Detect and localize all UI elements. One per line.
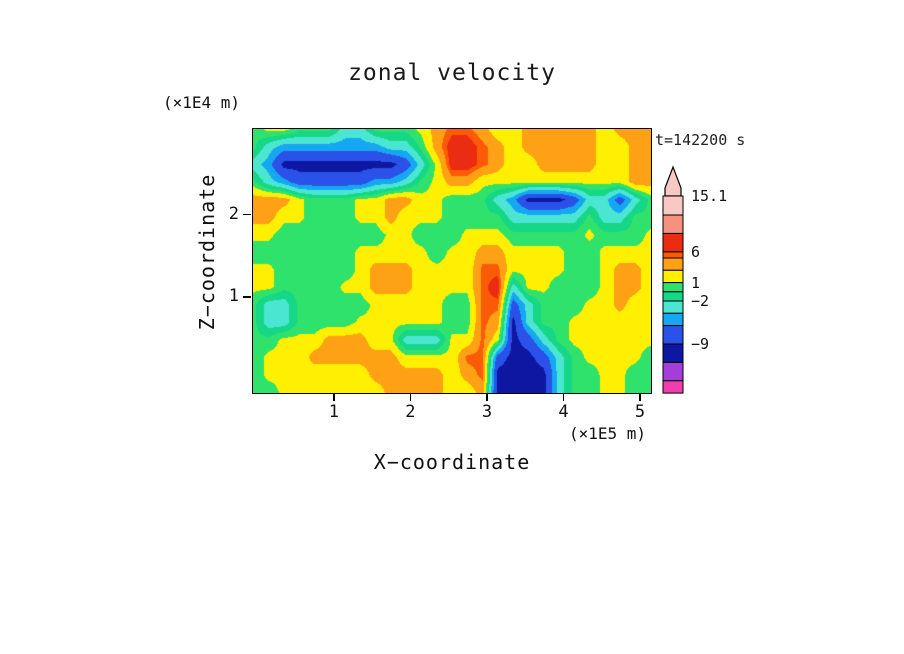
colorbar-tick-label: 6: [691, 242, 701, 261]
colorbar-band: [662, 282, 684, 293]
x-tick-mark: [333, 393, 335, 401]
x-axis-label: X−coordinate: [373, 450, 531, 474]
z-tick-label: 2: [228, 203, 239, 224]
x-tick-mark: [639, 393, 641, 401]
colorbar-band: [662, 291, 684, 302]
x-tick-mark: [486, 393, 488, 401]
colorbar-tick-label: 1: [691, 273, 701, 292]
colorbar-arrow: [664, 165, 682, 197]
x-tick-label: 5: [634, 402, 646, 422]
colorbar-band: [662, 325, 684, 345]
colorbar-band: [662, 214, 684, 234]
colorbar-band: [662, 312, 684, 327]
heatmap-canvas: [253, 129, 651, 393]
plot-area: [252, 128, 652, 394]
z-tick-mark: [243, 296, 251, 298]
x-tick-label: 4: [558, 402, 569, 422]
colorbar-band: [662, 251, 684, 259]
colorbar-band: [662, 343, 684, 363]
colorbar-band: [662, 195, 684, 216]
colorbar-band: [662, 233, 684, 253]
x-tick-label: 2: [405, 402, 416, 422]
colorbar: [662, 165, 684, 394]
colorbar-band: [662, 269, 684, 284]
x-tick-mark: [409, 393, 412, 401]
time-annotation: t=142200 s: [655, 131, 746, 149]
colorbar-tick-label: −9: [691, 334, 710, 353]
x-tick-label: 1: [328, 402, 340, 422]
y-axis-label: Z−coordinate: [195, 173, 219, 331]
x-axis-unit: (×1E5 m): [569, 424, 647, 443]
x-tick-mark: [562, 393, 565, 401]
z-tick-mark: [243, 213, 251, 216]
colorbar-band: [662, 257, 684, 271]
chart-title: zonal velocity: [348, 60, 556, 86]
colorbar-band: [662, 300, 684, 314]
colorbar-tick-label: −2: [691, 291, 710, 310]
colorbar-band: [662, 361, 684, 382]
y-axis-unit: (×1E4 m): [163, 93, 241, 112]
colorbar-tick-label: 15.1: [691, 187, 728, 205]
z-tick-label: 1: [228, 286, 239, 307]
x-tick-label: 3: [481, 402, 493, 422]
colorbar-band: [662, 380, 684, 394]
